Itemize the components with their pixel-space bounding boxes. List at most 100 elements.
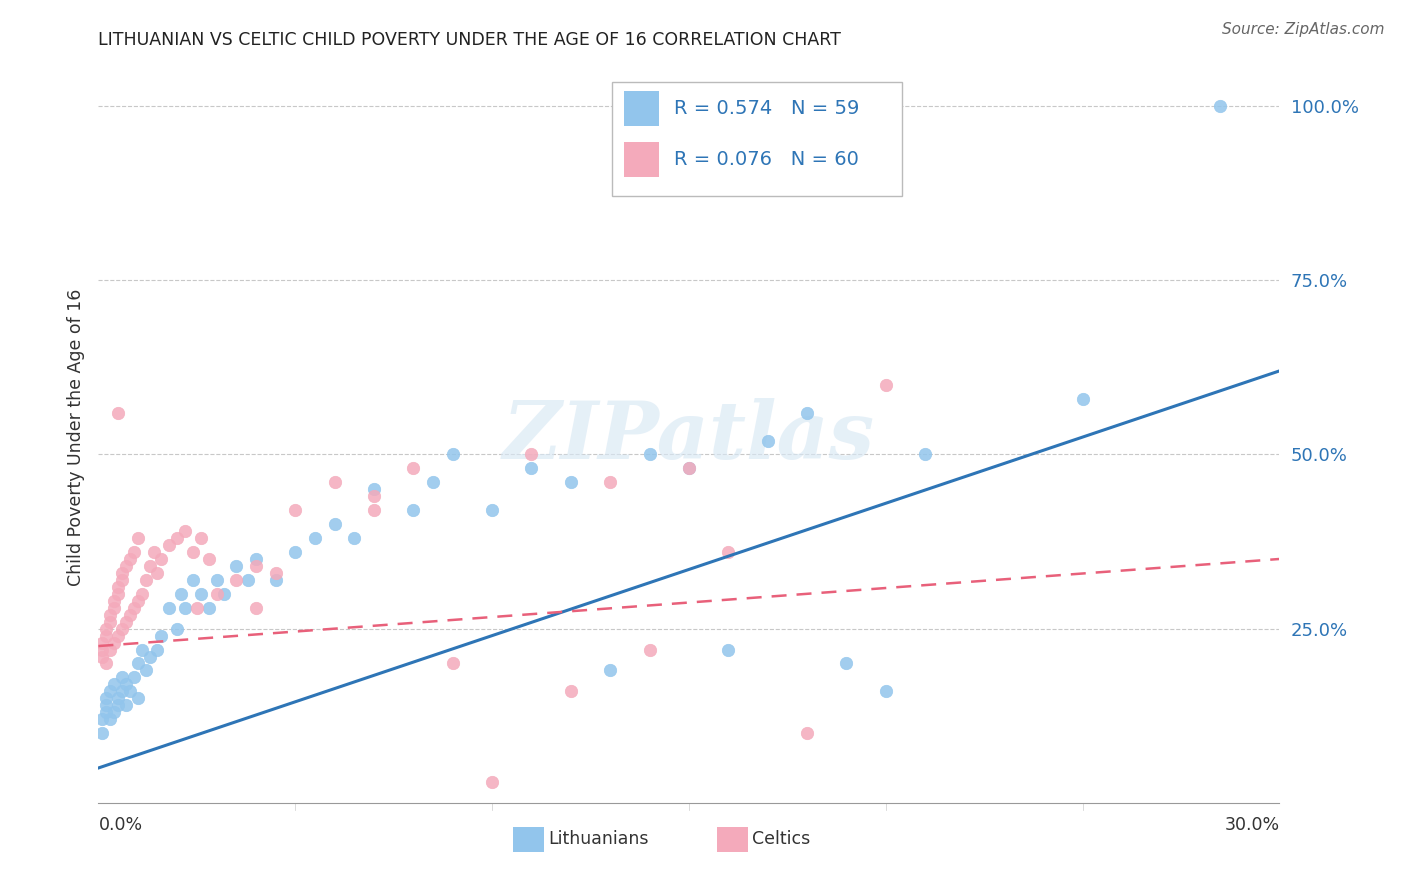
Point bbox=[599, 475, 621, 490]
Point bbox=[323, 517, 346, 532]
Point bbox=[142, 545, 165, 559]
Point bbox=[107, 587, 129, 601]
Point bbox=[91, 635, 114, 649]
Point bbox=[118, 607, 141, 622]
Point bbox=[91, 642, 114, 657]
Point bbox=[796, 726, 818, 740]
Point bbox=[225, 558, 247, 573]
Point bbox=[98, 607, 121, 622]
Point bbox=[197, 552, 219, 566]
Text: Lithuanians: Lithuanians bbox=[548, 830, 648, 848]
Point bbox=[205, 573, 228, 587]
Point bbox=[96, 705, 118, 719]
Point bbox=[135, 573, 157, 587]
Point bbox=[323, 475, 346, 490]
Point bbox=[96, 691, 118, 706]
Point bbox=[138, 649, 160, 664]
Point bbox=[103, 635, 125, 649]
Point bbox=[115, 615, 138, 629]
Point bbox=[98, 684, 121, 698]
Point bbox=[127, 691, 149, 706]
Point bbox=[115, 677, 138, 691]
Point bbox=[520, 448, 543, 462]
Text: 0.0%: 0.0% bbox=[98, 816, 142, 834]
Point bbox=[264, 573, 287, 587]
Point bbox=[678, 461, 700, 475]
Text: Celtics: Celtics bbox=[752, 830, 810, 848]
Point bbox=[205, 587, 228, 601]
Point bbox=[481, 503, 503, 517]
Point bbox=[245, 558, 267, 573]
Text: LITHUANIAN VS CELTIC CHILD POVERTY UNDER THE AGE OF 16 CORRELATION CHART: LITHUANIAN VS CELTIC CHILD POVERTY UNDER… bbox=[98, 31, 841, 49]
Point bbox=[111, 622, 134, 636]
Point bbox=[181, 545, 204, 559]
Point bbox=[174, 524, 197, 538]
Point bbox=[122, 600, 145, 615]
Point bbox=[402, 503, 425, 517]
Point bbox=[245, 552, 267, 566]
Point bbox=[91, 649, 114, 664]
Point bbox=[520, 461, 543, 475]
Point bbox=[115, 698, 138, 713]
Point bbox=[103, 600, 125, 615]
Point bbox=[304, 531, 326, 545]
Point bbox=[98, 642, 121, 657]
Text: R = 0.076   N = 60: R = 0.076 N = 60 bbox=[673, 151, 859, 169]
Point bbox=[914, 448, 936, 462]
Point bbox=[138, 558, 160, 573]
Point bbox=[190, 587, 212, 601]
Point bbox=[875, 684, 897, 698]
Point bbox=[150, 552, 173, 566]
Y-axis label: Child Poverty Under the Age of 16: Child Poverty Under the Age of 16 bbox=[66, 288, 84, 586]
Point bbox=[127, 531, 149, 545]
Point bbox=[481, 775, 503, 789]
Point bbox=[91, 726, 114, 740]
Point bbox=[96, 657, 118, 671]
Point bbox=[150, 629, 173, 643]
Point bbox=[157, 538, 180, 552]
Point bbox=[103, 594, 125, 608]
Point bbox=[1209, 99, 1232, 113]
Point bbox=[166, 622, 188, 636]
Point bbox=[756, 434, 779, 448]
Point bbox=[875, 377, 897, 392]
Point bbox=[284, 503, 307, 517]
Point bbox=[96, 698, 118, 713]
Point bbox=[174, 600, 197, 615]
FancyBboxPatch shape bbox=[624, 91, 659, 126]
Point bbox=[796, 406, 818, 420]
Point bbox=[157, 600, 180, 615]
Point bbox=[146, 642, 169, 657]
Point bbox=[111, 566, 134, 580]
FancyBboxPatch shape bbox=[612, 82, 901, 195]
Point bbox=[225, 573, 247, 587]
Point bbox=[111, 670, 134, 684]
Point bbox=[717, 545, 740, 559]
Point bbox=[245, 600, 267, 615]
Point bbox=[214, 587, 236, 601]
Point bbox=[107, 580, 129, 594]
Point bbox=[638, 448, 661, 462]
Point bbox=[186, 600, 208, 615]
Point bbox=[363, 503, 385, 517]
Point bbox=[363, 489, 385, 503]
Point bbox=[127, 657, 149, 671]
Point bbox=[638, 642, 661, 657]
Point bbox=[166, 531, 188, 545]
Point bbox=[111, 684, 134, 698]
Text: Source: ZipAtlas.com: Source: ZipAtlas.com bbox=[1222, 22, 1385, 37]
Point bbox=[122, 670, 145, 684]
Point bbox=[441, 448, 464, 462]
Point bbox=[599, 664, 621, 678]
Point bbox=[103, 677, 125, 691]
Point bbox=[717, 642, 740, 657]
Point bbox=[197, 600, 219, 615]
Point bbox=[107, 698, 129, 713]
Point bbox=[343, 531, 366, 545]
Point bbox=[441, 657, 464, 671]
Point bbox=[103, 705, 125, 719]
Point bbox=[131, 587, 153, 601]
Point bbox=[118, 684, 141, 698]
Point bbox=[560, 475, 582, 490]
Point bbox=[127, 594, 149, 608]
